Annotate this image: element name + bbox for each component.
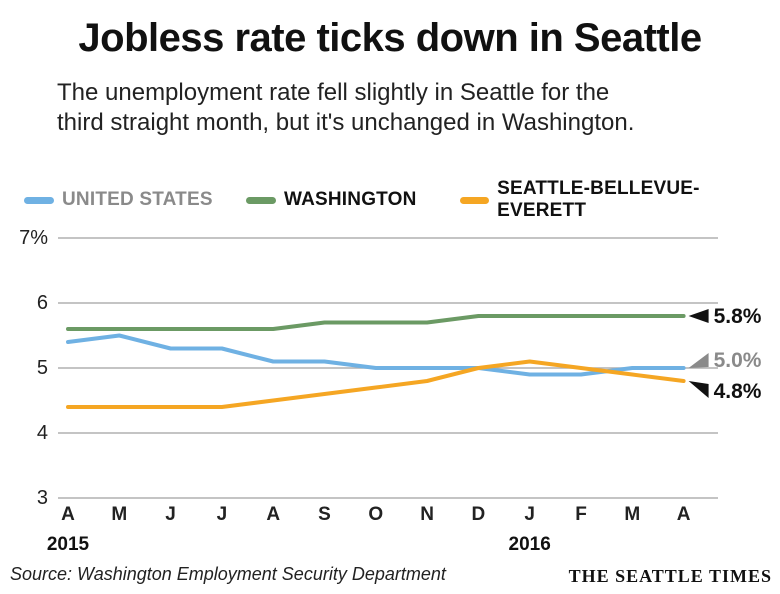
end-marker-united-states bbox=[688, 353, 709, 368]
series-line-seattle bbox=[66, 359, 686, 409]
series-line-washington bbox=[66, 314, 686, 331]
legend-swatch-seattle bbox=[460, 196, 490, 204]
legend-label-united-states: UNITED STATES bbox=[62, 189, 213, 210]
legend-item-washington: WASHINGTON bbox=[246, 188, 417, 212]
legend-label-washington: WASHINGTON bbox=[284, 189, 417, 210]
x-tick-label: S bbox=[318, 504, 331, 525]
end-label-washington: 5.8% bbox=[714, 305, 762, 328]
subtitle-line-1: The unemployment rate fell slightly in S… bbox=[57, 79, 610, 106]
x-tick-label: M bbox=[111, 504, 127, 525]
chart-title: Jobless rate ticks down in Seattle bbox=[78, 16, 702, 60]
series-line-united-states bbox=[66, 333, 686, 377]
legend-item-seattle: SEATTLE-BELLEVUE-EVERETT bbox=[460, 178, 780, 221]
x-tick-label: A bbox=[61, 504, 75, 525]
x-tick-label: A bbox=[677, 504, 691, 525]
x-year-label: 2015 bbox=[47, 534, 90, 555]
y-tick-label: 4 bbox=[37, 422, 48, 444]
y-tick-label: 6 bbox=[37, 292, 48, 314]
brand-logo-text: THE SEATTLE TIMES bbox=[568, 566, 772, 586]
x-tick-label: A bbox=[266, 504, 280, 525]
y-tick-label: 3 bbox=[37, 487, 48, 509]
x-tick-label: D bbox=[472, 504, 486, 525]
end-marker-seattle bbox=[688, 381, 709, 398]
x-tick-label: J bbox=[524, 504, 535, 525]
x-tick-label: J bbox=[217, 504, 228, 525]
end-label-seattle: 4.8% bbox=[714, 380, 762, 403]
end-marker-washington bbox=[688, 309, 709, 323]
source-note: Source: Washington Employment Security D… bbox=[10, 564, 446, 584]
subtitle-line-2: third straight month, but it's unchanged… bbox=[57, 109, 635, 136]
x-tick-label: F bbox=[575, 504, 587, 525]
legend-label-seattle: SEATTLE-BELLEVUE-EVERETT bbox=[497, 178, 700, 221]
x-tick-label: N bbox=[420, 504, 434, 525]
x-tick-label: M bbox=[624, 504, 640, 525]
y-tick-label: 5 bbox=[37, 357, 48, 379]
chart-subtitle: The unemployment rate fell slightly in S… bbox=[57, 78, 757, 138]
chart-legend: UNITED STATES WASHINGTON SEATTLE-BELLEVU… bbox=[0, 178, 780, 221]
end-label-united-states: 5.0% bbox=[714, 349, 762, 372]
x-year-label: 2016 bbox=[509, 534, 551, 555]
legend-swatch-united-states bbox=[24, 196, 54, 204]
y-tick-label: 7% bbox=[19, 227, 48, 249]
x-tick-label: J bbox=[165, 504, 176, 525]
x-tick-label: O bbox=[368, 504, 383, 525]
legend-item-united-states: UNITED STATES bbox=[24, 188, 213, 212]
legend-swatch-washington bbox=[246, 196, 276, 204]
